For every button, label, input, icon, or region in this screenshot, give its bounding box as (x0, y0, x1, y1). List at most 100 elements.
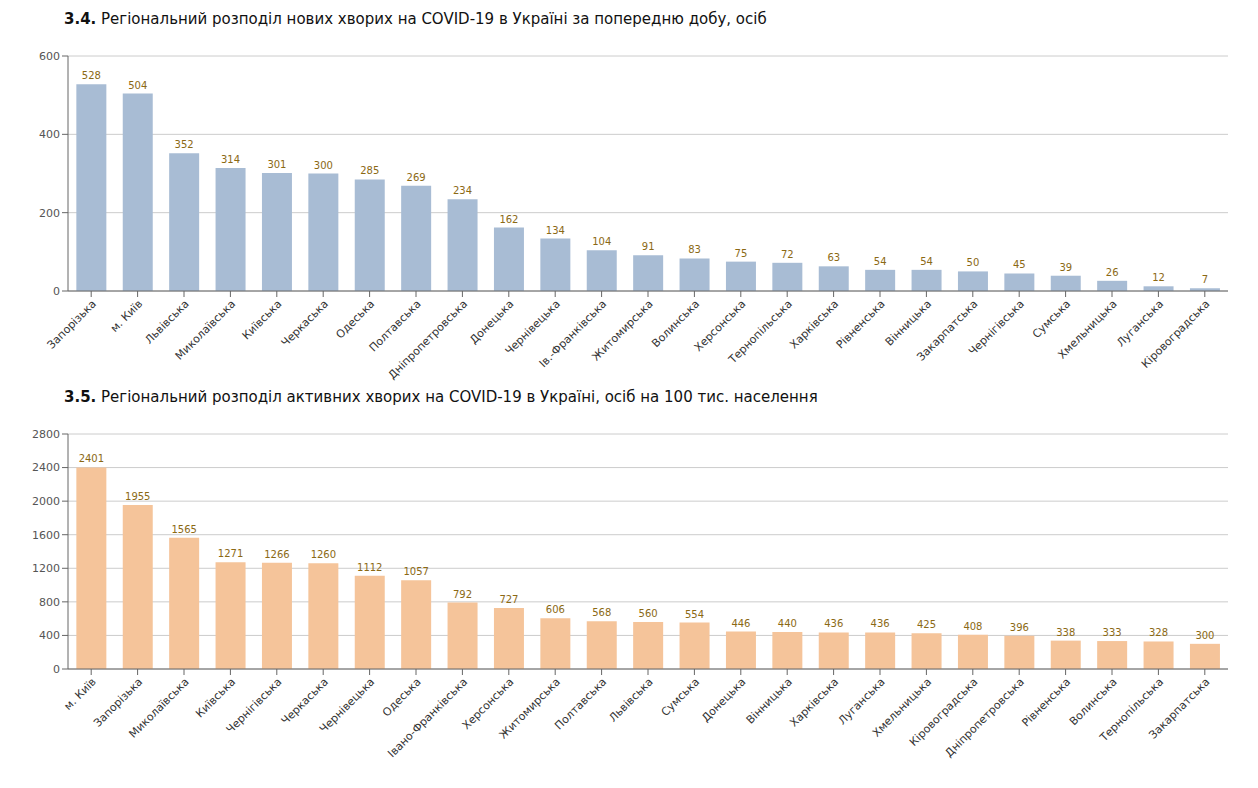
svg-text:104: 104 (592, 236, 611, 247)
svg-text:400: 400 (39, 629, 60, 642)
svg-text:Закарпатська: Закарпатська (914, 297, 981, 364)
svg-text:Дніпропетровська: Дніпропетровська (386, 297, 470, 381)
svg-text:1600: 1600 (32, 529, 60, 542)
svg-text:314: 314 (221, 154, 240, 165)
svg-text:792: 792 (453, 589, 472, 600)
svg-text:408: 408 (963, 621, 982, 632)
svg-text:75: 75 (735, 248, 748, 259)
svg-text:Тернопільська: Тернопільська (725, 297, 794, 366)
svg-text:606: 606 (546, 604, 565, 615)
svg-text:1955: 1955 (125, 491, 150, 502)
svg-text:396: 396 (1010, 622, 1029, 633)
svg-text:м. Київ: м. Київ (62, 675, 99, 712)
svg-text:727: 727 (499, 594, 518, 605)
svg-text:300: 300 (314, 160, 333, 171)
svg-text:Запорізька: Запорізька (45, 297, 99, 351)
svg-text:568: 568 (592, 607, 611, 618)
svg-text:Хмельницька: Хмельницька (869, 675, 934, 740)
svg-text:440: 440 (778, 618, 797, 629)
svg-text:м. Київ: м. Київ (108, 297, 145, 334)
svg-text:Рівненська: Рівненська (1019, 675, 1073, 729)
svg-text:Сумська: Сумська (659, 675, 702, 718)
svg-text:Львівська: Львівська (142, 297, 191, 346)
svg-text:0: 0 (53, 285, 60, 298)
svg-text:352: 352 (175, 139, 194, 150)
svg-text:54: 54 (874, 256, 887, 267)
svg-text:436: 436 (871, 618, 890, 629)
svg-text:560: 560 (639, 608, 658, 619)
svg-text:83: 83 (688, 244, 701, 255)
svg-text:269: 269 (407, 172, 426, 183)
svg-text:333: 333 (1103, 627, 1122, 638)
svg-text:504: 504 (128, 80, 147, 91)
svg-text:Черкаська: Черкаська (279, 297, 331, 349)
svg-text:50: 50 (967, 257, 980, 268)
svg-text:Київська: Київська (193, 675, 238, 720)
svg-text:Тернопільська: Тернопільська (1097, 675, 1166, 745)
svg-text:54: 54 (920, 256, 933, 267)
svg-text:72: 72 (781, 249, 794, 260)
svg-text:400: 400 (39, 128, 60, 141)
svg-text:Хмельницька: Хмельницька (1055, 297, 1119, 361)
svg-text:Харківська: Харківська (787, 297, 841, 351)
svg-text:0: 0 (53, 663, 60, 676)
svg-text:2000: 2000 (32, 495, 60, 508)
svg-text:Закарпатська: Закарпатська (1146, 675, 1212, 741)
svg-text:Донецька: Донецька (699, 675, 748, 724)
svg-text:Одеська: Одеська (380, 675, 424, 719)
svg-text:162: 162 (499, 214, 518, 225)
svg-text:436: 436 (824, 618, 843, 629)
svg-text:Кіровоградська: Кіровоградська (907, 675, 981, 749)
svg-text:328: 328 (1149, 627, 1168, 638)
svg-text:300: 300 (1195, 630, 1214, 641)
svg-text:1266: 1266 (264, 549, 289, 560)
svg-text:Одеська: Одеська (333, 297, 377, 341)
svg-text:Рівненська: Рівненська (834, 297, 888, 351)
svg-text:2401: 2401 (79, 453, 104, 464)
svg-text:1057: 1057 (403, 566, 428, 577)
svg-text:Чернігівська: Чернігівська (224, 675, 285, 736)
svg-text:Дніпропетровська: Дніпропетровська (943, 675, 1027, 759)
svg-text:528: 528 (82, 70, 101, 81)
svg-text:Житомирська: Житомирська (497, 675, 563, 741)
svg-text:12: 12 (1152, 272, 1165, 283)
svg-text:200: 200 (39, 207, 60, 220)
svg-text:134: 134 (546, 225, 565, 236)
svg-text:Івано-Франківська: Івано-Франківська (385, 675, 470, 760)
svg-text:446: 446 (731, 618, 750, 629)
svg-text:234: 234 (453, 185, 472, 196)
svg-text:26: 26 (1106, 267, 1119, 278)
svg-text:1271: 1271 (218, 548, 243, 559)
svg-text:1565: 1565 (171, 524, 196, 535)
svg-text:39: 39 (1059, 262, 1072, 273)
svg-text:600: 600 (39, 50, 60, 63)
svg-text:7: 7 (1202, 274, 1208, 285)
svg-text:338: 338 (1056, 627, 1075, 638)
svg-text:Київська: Київська (240, 297, 285, 342)
svg-text:285: 285 (360, 165, 379, 176)
svg-text:Харківська: Харківська (787, 675, 841, 729)
svg-text:1200: 1200 (32, 562, 60, 575)
svg-text:800: 800 (39, 596, 60, 609)
svg-text:Донецька: Донецька (467, 297, 516, 346)
svg-text:Чернівецька: Чернівецька (317, 675, 377, 735)
svg-text:Полтавська: Полтавська (552, 675, 609, 732)
svg-text:Ів.-Франківська: Ів.-Франківська (536, 297, 610, 371)
svg-text:Житомирська: Житомирська (590, 297, 656, 363)
svg-text:Львівська: Львівська (606, 675, 655, 724)
svg-text:45: 45 (1013, 259, 1026, 270)
svg-text:Сумська: Сумська (1030, 297, 1073, 340)
svg-text:Миколаївська: Миколаївська (173, 297, 238, 362)
svg-text:Миколаївська: Миколаївська (126, 675, 191, 740)
svg-text:2400: 2400 (32, 461, 60, 474)
svg-text:1112: 1112 (357, 562, 382, 573)
svg-text:425: 425 (917, 619, 936, 630)
svg-text:554: 554 (685, 609, 704, 620)
svg-text:91: 91 (642, 241, 655, 252)
svg-text:Кіровоградська: Кіровоградська (1139, 297, 1212, 370)
svg-text:63: 63 (827, 252, 840, 263)
svg-text:2800: 2800 (32, 428, 60, 441)
svg-text:301: 301 (267, 159, 286, 170)
svg-text:1260: 1260 (311, 549, 336, 560)
svg-text:Чернігівська: Чернігівська (966, 297, 1027, 358)
